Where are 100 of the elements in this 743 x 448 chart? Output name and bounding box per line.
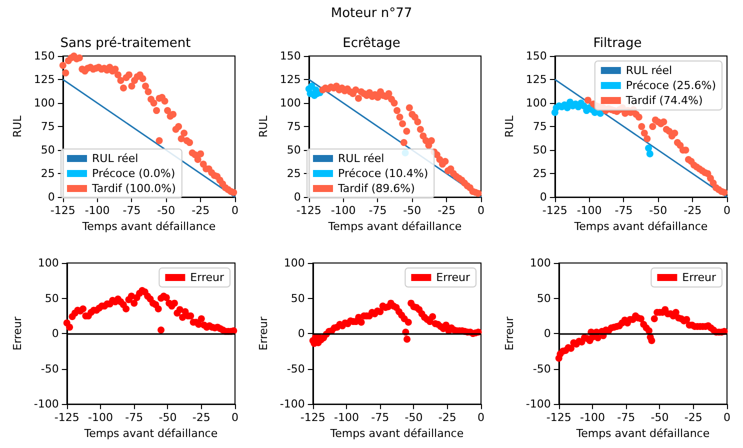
x-tick-label: 0: [724, 411, 730, 424]
y-tick-label: 50: [532, 144, 547, 157]
x-tick-label: 0: [724, 204, 730, 218]
x-tick-label: -75: [614, 204, 633, 218]
x-tick-label: 0: [478, 411, 484, 424]
y-axis-title: Erreur: [503, 316, 516, 350]
chart-title: Filtrage: [593, 36, 642, 51]
x-tick-label: -100: [84, 204, 110, 218]
legend-label: Erreur: [436, 271, 470, 284]
x-axis-title: Temps avant défaillance: [329, 427, 464, 440]
x-tick-label: -100: [334, 411, 359, 424]
y-tick-label: 100: [526, 96, 547, 110]
y-tick-label: 50: [290, 292, 305, 305]
legend-label: Précoce (0.0%): [92, 167, 176, 180]
legend-label: Erreur: [190, 271, 224, 284]
x-tick-label: 0: [232, 411, 238, 424]
legend-label: Tardif (74.4%): [624, 94, 703, 107]
chart-title: Sans pré-traitement: [60, 36, 191, 51]
y-tick-label: 25: [286, 167, 301, 180]
x-tick-label: -50: [403, 204, 422, 218]
y-tick-label: 100: [34, 96, 55, 110]
y-tick-label: 100: [38, 256, 59, 270]
y-axis-title: Erreur: [11, 316, 24, 350]
y-tick-label: -100: [280, 398, 305, 411]
y-tick-label: -50: [286, 362, 305, 376]
x-tick-label: -25: [438, 204, 456, 218]
y-tick-label: 75: [532, 120, 547, 134]
x-tick-label: -100: [330, 204, 356, 218]
legend-label: Tardif (89.6%): [337, 182, 415, 195]
y-tick-label: 0: [294, 190, 301, 204]
y-tick-label: -50: [40, 362, 59, 376]
x-tick-label: -75: [371, 411, 390, 424]
legend-label: Erreur: [682, 271, 716, 284]
y-tick-label: 150: [526, 50, 547, 62]
y-tick-label: 25: [532, 167, 547, 180]
y-tick-label: 0: [298, 327, 305, 340]
legend-label: RUL réel: [338, 152, 384, 165]
x-tick-label: -125: [54, 411, 80, 424]
x-tick-label: -75: [617, 411, 636, 424]
x-axis-title: Temps avant défaillance: [83, 427, 218, 440]
x-axis-title: Temps avant défaillance: [81, 220, 216, 233]
x-tick-label: -125: [50, 204, 76, 218]
y-tick-label: 100: [530, 256, 551, 270]
y-tick-label: 50: [44, 292, 59, 305]
y-tick-label: 150: [34, 50, 55, 62]
legend-label: RUL réel: [626, 64, 672, 77]
x-tick-label: 0: [478, 204, 484, 218]
x-tick-label: -100: [88, 411, 113, 424]
x-axis-title: Temps avant défaillance: [573, 220, 708, 233]
x-tick-label: -125: [546, 411, 572, 424]
y-axis-title: Erreur: [257, 316, 270, 350]
y-tick-label: -100: [34, 398, 59, 411]
chart-title: Ecrêtage: [342, 36, 400, 51]
x-tick-label: -50: [158, 411, 177, 424]
x-tick-label: 0: [232, 204, 238, 218]
y-axis-title: RUL: [503, 114, 516, 138]
y-tick-label: 0: [544, 327, 551, 340]
y-tick-label: 50: [536, 292, 551, 305]
y-axis-title: RUL: [11, 114, 24, 138]
x-tick-label: -100: [580, 411, 605, 424]
x-tick-label: -125: [542, 204, 568, 218]
x-tick-label: -25: [438, 411, 456, 424]
y-tick-label: 0: [52, 327, 59, 340]
y-tick-label: 75: [40, 120, 55, 134]
y-tick-label: 25: [40, 167, 55, 180]
x-tick-label: -50: [650, 411, 669, 424]
y-tick-label: 125: [280, 73, 301, 86]
legend-label: Tardif (100.0%): [91, 182, 176, 195]
y-tick-label: 150: [280, 50, 301, 62]
x-tick-label: -75: [125, 411, 144, 424]
x-tick-label: -75: [368, 204, 387, 218]
x-tick-label: -25: [684, 411, 702, 424]
y-tick-label: -50: [532, 362, 551, 376]
x-tick-label: -125: [300, 411, 326, 424]
y-tick-label: 100: [280, 96, 301, 110]
x-axis-title: Temps avant défaillance: [575, 427, 710, 440]
y-tick-label: 75: [286, 120, 301, 134]
y-tick-label: -100: [526, 398, 551, 411]
y-tick-label: 0: [540, 190, 547, 204]
x-tick-label: -25: [192, 204, 210, 218]
x-tick-label: -125: [296, 204, 322, 218]
y-tick-label: 100: [284, 256, 305, 270]
y-tick-label: 125: [34, 73, 55, 86]
legend-label: RUL réel: [92, 152, 138, 165]
text: Moteur n°77: [330, 6, 414, 21]
y-tick-label: 125: [526, 73, 547, 86]
y-tick-label: 0: [48, 190, 55, 204]
y-tick-label: 50: [286, 144, 301, 157]
legend-label: Précoce (10.4%): [338, 167, 428, 180]
x-tick-label: -50: [157, 204, 176, 218]
x-tick-label: -50: [404, 411, 423, 424]
y-tick-label: 50: [40, 144, 55, 157]
x-tick-label: -25: [192, 411, 210, 424]
x-axis-title: Temps avant défaillance: [327, 220, 462, 233]
y-axis-title: RUL: [257, 114, 270, 138]
x-tick-label: -100: [576, 204, 602, 218]
x-tick-label: -75: [122, 204, 141, 218]
x-tick-label: -25: [684, 204, 702, 218]
x-tick-label: -50: [649, 204, 668, 218]
legend-label: Précoce (25.6%): [626, 79, 716, 92]
